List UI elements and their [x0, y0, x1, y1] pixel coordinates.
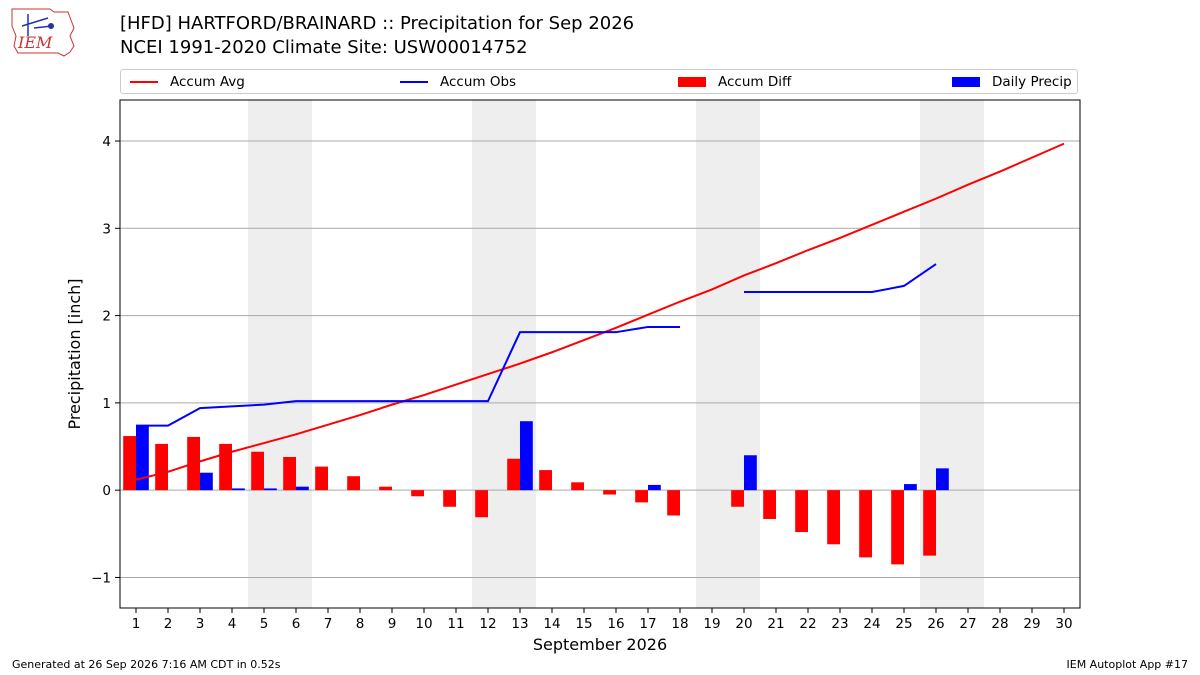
legend-item-accum-diff: Accum Diff	[678, 73, 791, 91]
accum-diff-bar	[411, 490, 424, 497]
accum-diff-bar	[443, 490, 456, 507]
accum-diff-bar	[315, 466, 328, 491]
legend-item-daily-precip: Daily Precip	[952, 73, 1072, 91]
accum-diff-bar	[539, 470, 552, 491]
accum-obs-line	[744, 263, 937, 294]
legend-swatch-accum-obs	[400, 81, 428, 83]
y-tick-label: 4	[102, 134, 111, 150]
x-tick-label: 29	[1023, 616, 1040, 632]
accum-obs-line	[136, 325, 680, 427]
x-tick-label: 22	[799, 616, 816, 632]
x-tick-label: 26	[927, 616, 944, 632]
x-tick-label: 7	[324, 616, 333, 632]
accum-diff-bar	[827, 490, 840, 545]
x-tick-label: 28	[991, 616, 1008, 632]
chart-title: [HFD] HARTFORD/BRAINARD :: Precipitation…	[120, 13, 635, 34]
accum-diff-bar	[795, 490, 808, 533]
x-tick-label: 12	[479, 616, 496, 632]
accum-avg-line	[135, 142, 1065, 481]
chart-subtitle: NCEI 1991-2020 Climate Site: USW00014752	[120, 37, 528, 58]
weekend-band-1	[248, 100, 312, 608]
footer-generated: Generated at 26 Sep 2026 7:16 AM CDT in …	[12, 658, 281, 671]
accum-diff-bar	[603, 490, 616, 495]
weekend-band-3	[696, 100, 760, 608]
legend-swatch-accum-avg	[130, 81, 158, 83]
accum-diff-bar	[635, 490, 648, 503]
x-tick-label: 15	[575, 616, 592, 632]
iem-logo-text: IEM	[17, 33, 53, 52]
x-tick-label: 11	[447, 616, 464, 632]
daily-precip-bar	[648, 484, 661, 491]
weekend-band-2	[472, 100, 536, 608]
plot-frame	[119, 99, 1081, 609]
accum-diff-bar	[507, 458, 520, 491]
daily-precip-bar	[520, 421, 533, 491]
legend-item-accum-obs: Accum Obs	[400, 73, 516, 91]
x-tick-label: 30	[1055, 616, 1072, 632]
x-tick-label: 14	[543, 616, 560, 632]
y-axis-label: Precipitation [inch]	[65, 278, 84, 429]
accum-diff-bar	[667, 490, 680, 516]
accum-diff-bar	[379, 486, 392, 491]
x-tick-label: 10	[415, 616, 432, 632]
x-tick-label: 24	[863, 616, 880, 632]
x-tick-label: 19	[703, 616, 720, 632]
y-tick-label: 3	[102, 221, 111, 237]
accum-diff-bar	[475, 490, 488, 518]
daily-precip-bar	[904, 484, 917, 491]
y-tick-label: 1	[102, 396, 111, 412]
x-tick-label: 20	[735, 616, 752, 632]
accum-diff-bar	[859, 490, 872, 558]
legend-label-daily-precip: Daily Precip	[992, 74, 1072, 90]
daily-precip-bar	[136, 425, 149, 491]
accum-diff-bar	[251, 451, 264, 491]
daily-precip-bar	[296, 486, 309, 491]
footer-app: IEM Autoplot App #17	[1066, 658, 1189, 671]
daily-precip-bar	[936, 468, 949, 491]
x-tick-label: 6	[292, 616, 301, 632]
x-tick-label: 1	[132, 616, 141, 632]
legend-swatch-accum-diff	[678, 77, 706, 87]
daily-precip-bar	[232, 488, 245, 491]
y-tick-label: −1	[91, 570, 111, 586]
accum-diff-bar	[763, 490, 776, 519]
legend: Accum Avg Accum Obs Accum Diff Daily Pre…	[120, 69, 1078, 94]
x-tick-label: 9	[388, 616, 397, 632]
x-tick-label: 27	[959, 616, 976, 632]
accum-diff-bar	[923, 490, 936, 556]
x-tick-label: 25	[895, 616, 912, 632]
y-tick-label: 0	[102, 483, 111, 499]
x-tick-label: 17	[639, 616, 656, 632]
x-tick-label: 16	[607, 616, 624, 632]
x-tick-label: 5	[260, 616, 269, 632]
accum-diff-bar	[731, 490, 744, 507]
iem-logo: IEM	[11, 8, 75, 57]
legend-label-accum-diff: Accum Diff	[718, 74, 792, 90]
daily-precip-bar	[200, 472, 213, 491]
daily-precip-bar	[264, 488, 277, 491]
x-tick-label: 13	[511, 616, 528, 632]
x-tick-label: 2	[164, 616, 173, 632]
x-axis-label: September 2026	[533, 635, 667, 654]
accum-diff-bar	[219, 443, 232, 491]
x-tick-label: 18	[671, 616, 688, 632]
daily-precip-bar	[744, 455, 757, 491]
y-tick-label: 2	[102, 309, 111, 325]
accum-diff-bar	[283, 456, 296, 491]
legend-swatch-daily-precip	[952, 77, 980, 87]
x-tick-label: 4	[228, 616, 237, 632]
x-tick-label: 3	[196, 616, 205, 632]
accum-diff-bar	[155, 443, 168, 491]
accum-diff-bar	[123, 436, 136, 491]
legend-item-accum-avg: Accum Avg	[130, 73, 245, 91]
accum-diff-bar	[891, 490, 904, 565]
x-tick-label: 23	[831, 616, 848, 632]
accum-diff-bar	[571, 482, 584, 491]
legend-label-accum-obs: Accum Obs	[440, 74, 517, 90]
legend-label-accum-avg: Accum Avg	[170, 74, 245, 90]
accum-diff-bar	[347, 476, 360, 491]
x-tick-label: 8	[356, 616, 365, 632]
x-tick-label: 21	[767, 616, 784, 632]
